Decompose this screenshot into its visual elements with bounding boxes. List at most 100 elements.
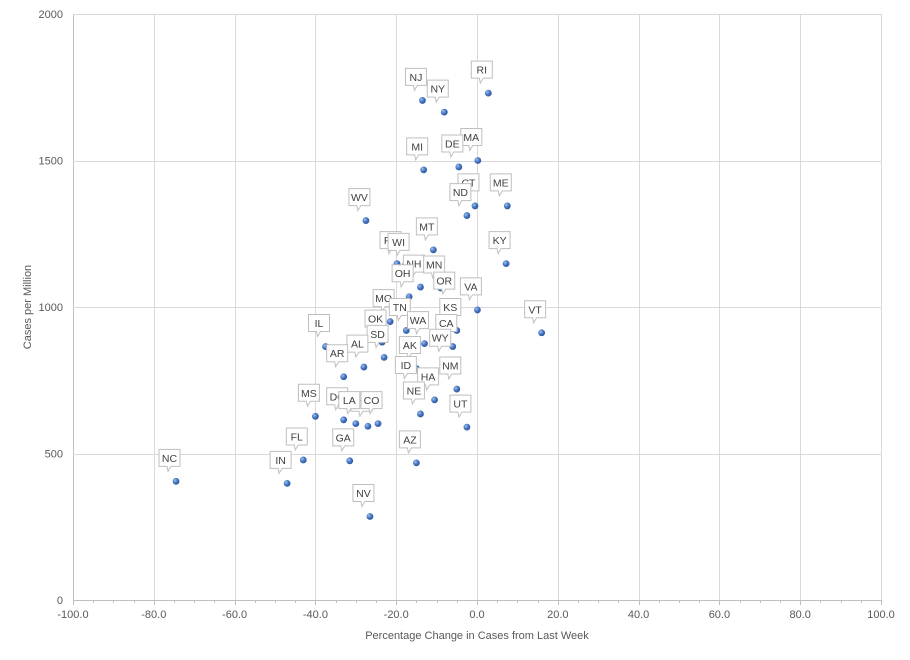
data-point-mo (386, 318, 394, 326)
x-tick-label: 100.0 (867, 609, 895, 621)
data-label-box (326, 344, 349, 369)
data-label-al: AL (346, 334, 369, 359)
x-tick-label: 40.0 (628, 609, 649, 621)
data-label-de: DE (441, 134, 464, 159)
data-label-box (441, 134, 464, 159)
x-tick-label: -60.0 (222, 609, 247, 621)
data-label-ut: UT (449, 394, 472, 419)
data-point-mi (420, 166, 428, 174)
data-label-box (352, 483, 375, 508)
data-label-wa: WA (406, 311, 429, 335)
data-point-ny (440, 108, 448, 116)
x-tick-label: 0.0 (469, 609, 484, 621)
data-label-text: WI (392, 237, 405, 249)
data-label-box (297, 383, 320, 408)
data-label-fl: FL (285, 427, 308, 452)
data-label-oh: OH (391, 264, 414, 289)
data-label-box (406, 311, 429, 335)
data-label-box (470, 60, 493, 85)
data-label-va: VA (459, 277, 482, 302)
data-point-in (283, 479, 291, 487)
data-label-text: AK (403, 340, 417, 352)
data-label-or: OR (433, 271, 456, 296)
data-label-text: AZ (403, 434, 417, 446)
data-label-text: UT (453, 399, 468, 411)
data-label-ky: KY (488, 231, 511, 256)
data-label-text: GA (336, 432, 351, 444)
data-label-il: IL (308, 314, 330, 338)
axes: -100.0 -80.0 -60.0 -40.0 -20.0 0.0 20.0 40.0 60.… (39, 9, 895, 621)
data-label-mi: MI (406, 137, 429, 162)
data-label-co: CO (360, 391, 383, 415)
x-tick-label: -100.0 (57, 609, 88, 621)
data-point-ky (502, 260, 510, 268)
data-label-text: WY (432, 333, 449, 345)
data-point-wa (421, 340, 428, 348)
data-label-ar: AR (326, 344, 349, 369)
data-label-text: RI (477, 65, 488, 77)
data-points (172, 89, 546, 520)
data-label-nc: NC (158, 448, 181, 473)
data-point-ut (463, 423, 471, 431)
y-tick-label: 500 (45, 449, 63, 461)
data-label-mt: MT (415, 217, 438, 242)
y-tick-label: 2000 (39, 9, 63, 21)
data-label-wv: WV (348, 188, 371, 212)
data-label-text: NE (407, 385, 422, 397)
y-axis-title: Cases per Million (22, 265, 34, 349)
data-label-text: ME (493, 177, 509, 189)
data-label-ga: GA (332, 428, 355, 453)
data-labels: RINJNYMADEMICTMENDWVMTKYPAWINHMNOHORVAMO… (158, 60, 547, 508)
data-point-ga (346, 457, 354, 465)
data-label-box (426, 79, 449, 104)
data-label-text: MS (301, 388, 317, 400)
data-point-nh (417, 283, 424, 291)
data-label-text: FL (291, 431, 303, 443)
x-tick-label: 20.0 (547, 609, 568, 621)
data-label-box (402, 381, 425, 406)
data-label-nj: NJ (404, 67, 427, 92)
data-label-ri: RI (470, 60, 493, 85)
data-label-text: VT (528, 304, 542, 316)
data-label-text: MO (375, 293, 392, 305)
data-point-va (474, 306, 481, 314)
data-label-text: IL (315, 318, 324, 330)
data-label-text: VA (464, 281, 477, 293)
data-point-ar (340, 373, 348, 381)
data-point-ha (431, 396, 438, 404)
data-label-box (429, 328, 452, 353)
data-label-box (404, 67, 427, 92)
data-label-box (439, 356, 462, 381)
data-label-ma: MA (460, 128, 483, 152)
data-label-vt: VT (524, 300, 547, 325)
data-label-text: ID (401, 360, 412, 372)
data-label-text: WA (410, 315, 427, 327)
data-point-sd (380, 353, 388, 361)
x-axis-title: Percentage Change in Cases from Last Wee… (365, 630, 589, 642)
data-label-box (348, 188, 371, 212)
data-label-box (488, 231, 511, 256)
data-label-nv: NV (352, 483, 375, 508)
data-point-ms (312, 412, 319, 420)
data-label-box (394, 355, 417, 380)
data-label-box (269, 450, 292, 475)
data-label-tn: TN (388, 297, 411, 322)
x-tick-label: 80.0 (789, 609, 810, 621)
data-label-az: AZ (398, 430, 421, 455)
data-label-text: MT (419, 221, 435, 233)
data-label-box (449, 183, 472, 207)
data-label-box (398, 430, 421, 455)
data-label-text: NM (442, 361, 458, 373)
data-point-ne (417, 410, 424, 418)
data-label-ms: MS (297, 383, 320, 408)
data-point-de (455, 163, 463, 171)
y-tick-label: 0 (57, 595, 63, 607)
data-label-la: LA (338, 391, 361, 415)
data-label-text: AL (351, 339, 364, 351)
data-label-box (285, 427, 308, 452)
data-label-text: KS (443, 302, 457, 314)
data-label-wi: WI (387, 232, 410, 257)
data-label-text: OK (368, 314, 383, 326)
data-label-text: OR (436, 276, 452, 288)
data-point-tx (364, 422, 372, 430)
